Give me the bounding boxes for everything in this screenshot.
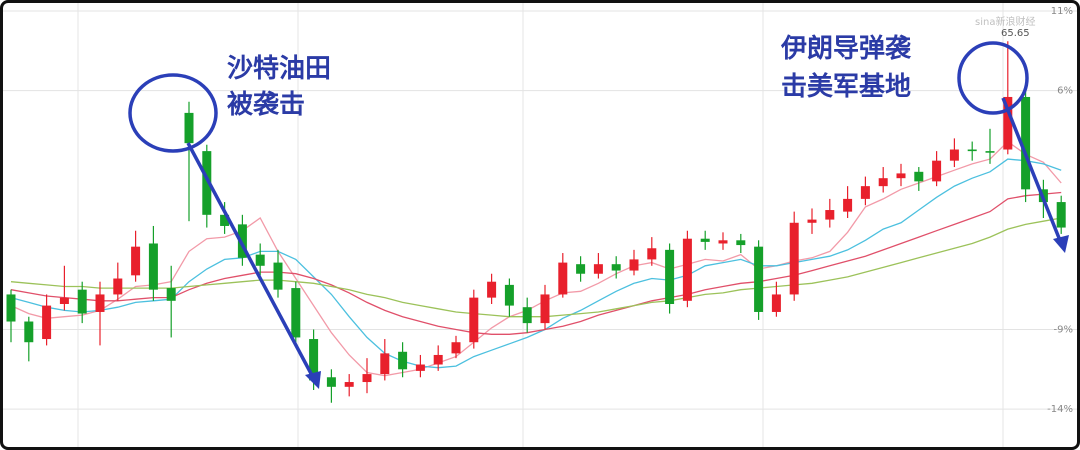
candle-body	[184, 112, 194, 144]
candle-body	[843, 198, 853, 212]
candle-body	[504, 284, 514, 306]
y-tick-label: 6%	[1057, 86, 1073, 97]
candle-body	[807, 219, 817, 223]
candle-body	[718, 240, 728, 244]
candle-body	[148, 243, 158, 290]
highlight-circle	[128, 73, 218, 153]
plot: 11% 6% -9% -14%	[3, 6, 1077, 415]
arrow-head	[305, 371, 321, 389]
candle-body	[736, 240, 746, 246]
candle-body	[629, 259, 639, 271]
candle-body	[255, 254, 265, 266]
candle-body	[985, 151, 995, 153]
candle-body	[398, 351, 408, 370]
candle-body	[451, 342, 461, 354]
candle-body	[860, 186, 870, 199]
candle-body	[291, 288, 301, 338]
candle-body	[220, 214, 230, 226]
moving-average-line	[10, 217, 1062, 318]
candle-body	[700, 238, 710, 242]
candle-body	[309, 339, 319, 381]
arrow-line	[186, 142, 317, 382]
candle-body	[77, 289, 87, 314]
candle-body	[131, 246, 141, 276]
candle-body	[202, 151, 212, 215]
candle-body	[914, 171, 924, 182]
candle-body	[95, 294, 105, 312]
moving-average-line	[10, 191, 1062, 335]
vertical-grid	[77, 3, 1004, 447]
candle-body	[166, 288, 176, 301]
candle-body	[754, 246, 764, 312]
candle-body	[59, 297, 69, 304]
candle-body	[273, 262, 283, 290]
arrow-line	[1001, 97, 1063, 244]
candle-body	[576, 264, 586, 274]
moving-average-line	[10, 158, 1062, 369]
y-tick-label: -9%	[1054, 324, 1073, 335]
candle-body	[932, 160, 942, 182]
candle-body	[1021, 96, 1031, 190]
candle-body	[380, 353, 390, 375]
candle-body	[771, 294, 781, 312]
arrow-head	[1053, 235, 1069, 253]
candle-body	[682, 238, 692, 301]
candle-body	[362, 374, 372, 383]
annotation-shapes	[128, 41, 1069, 389]
candle-body	[415, 364, 425, 371]
y-tick-label: -14%	[1047, 404, 1073, 415]
candle-body	[326, 377, 336, 387]
candle-body	[593, 264, 603, 274]
highlight-circle	[957, 41, 1029, 115]
candle-body	[433, 354, 443, 365]
candle-body	[1056, 202, 1066, 228]
candle-body	[522, 307, 532, 324]
candle-body	[949, 149, 959, 161]
candle-body	[469, 297, 479, 343]
watermark: sina新浪财经	[975, 15, 1035, 28]
candle-body	[237, 224, 247, 258]
candle-body	[487, 281, 497, 298]
moving-average-line	[10, 140, 1062, 377]
annotation-text: 沙特油田	[227, 53, 331, 84]
candle-body	[540, 294, 550, 324]
y-tick-label: 11%	[1051, 6, 1073, 17]
chart: 11%6%-9%-14% 沙特油田 被袭击 伊朗导弹袭 击美军基地 65.65 …	[3, 3, 1077, 447]
candle-body	[344, 382, 354, 387]
annotation-text: 被袭击	[227, 90, 305, 120]
candle-body	[42, 305, 52, 340]
candle-body	[647, 248, 657, 260]
candle-body	[896, 173, 906, 179]
annotation-text: 伊朗导弹袭	[780, 34, 912, 64]
candle-body	[1003, 96, 1013, 150]
annotation-text: 击美军基地	[781, 71, 911, 102]
candle-body	[24, 321, 34, 343]
candle-body	[6, 294, 16, 322]
candle-body	[825, 210, 835, 220]
candle-body	[665, 249, 675, 304]
candle-body	[113, 278, 123, 295]
candle-body	[878, 178, 888, 187]
candle-body	[558, 262, 568, 295]
candle-body	[611, 264, 621, 271]
candle-body	[967, 149, 977, 152]
peak-label: 65.65	[1001, 28, 1030, 39]
candle-body	[789, 222, 799, 295]
